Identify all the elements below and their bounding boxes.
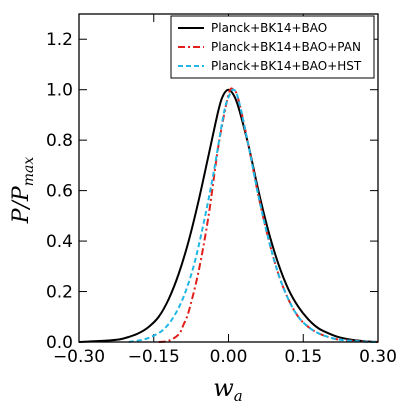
y-tick-label: 0.0 — [46, 333, 73, 353]
y-axis-label: P/Pmax — [9, 157, 37, 225]
curve-group — [78, 87, 379, 343]
tick-group: −0.30 −0.15 0.00 0.15 0.30 0.0 0.2 0.4 0.6 0.8 1.0… — [46, 14, 397, 367]
legend-entry-label: Planck+BK14+BAO+PAN — [211, 40, 361, 54]
y-tick-label: 0.8 — [46, 131, 73, 151]
y-axis-label-main: P/P — [9, 185, 34, 224]
x-tick-label: −0.15 — [128, 347, 180, 367]
x-tick-label: 0.30 — [359, 347, 397, 367]
y-axis-label-sub: max — [21, 157, 37, 187]
legend-box — [170, 15, 375, 79]
y-tick-label: 0.6 — [46, 182, 73, 202]
series-line-1 — [78, 88, 379, 343]
plot-frame — [78, 13, 379, 343]
y-tick-label: 1.0 — [46, 81, 73, 101]
legend: Planck+BK14+BAO Planck+BK14+BAO+PAN Planck… — [170, 15, 375, 79]
x-tick-label: 0.15 — [284, 347, 322, 367]
x-tick-label: 0.00 — [210, 347, 248, 367]
y-tick-label: 0.4 — [46, 232, 73, 252]
series-line-3 — [128, 88, 379, 343]
x-axis-label-main: w — [213, 374, 234, 402]
legend-entry-label: Planck+BK14+BAO+HST — [211, 59, 362, 73]
x-tick-label: −0.30 — [53, 347, 105, 367]
series-line-2 — [158, 87, 379, 343]
y-tick-label: 1.2 — [46, 30, 73, 50]
y-tick-label: 0.2 — [46, 283, 73, 303]
x-axis-label-sub: a — [234, 387, 243, 405]
legend-entry-label: Planck+BK14+BAO — [211, 21, 327, 35]
x-axis-label: wa — [213, 374, 243, 405]
